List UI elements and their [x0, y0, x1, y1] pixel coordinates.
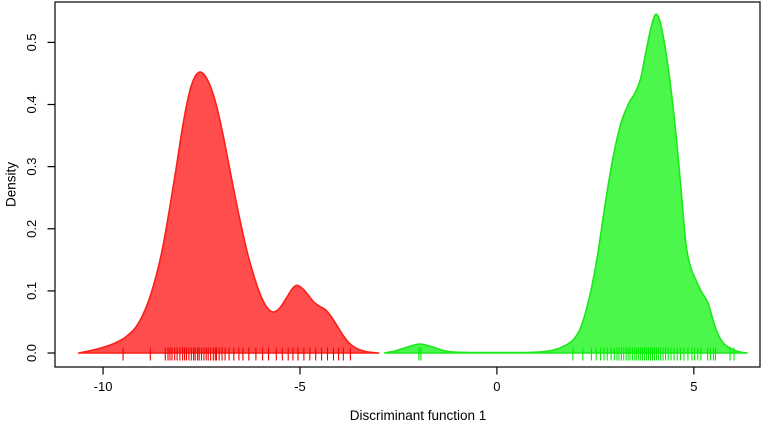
density-area-group-1-red: [77, 71, 380, 354]
y-axis-tick-label: 0.4: [24, 95, 39, 113]
x-axis-tick-label: 5: [690, 379, 697, 394]
rug-group-1-red: [122, 347, 351, 361]
y-axis-title: Density: [4, 162, 19, 207]
y-axis-tick-label: 0.1: [24, 282, 39, 300]
y-axis-tick-label: 0.0: [24, 344, 39, 362]
x-axis-tick-label: 0: [493, 379, 500, 394]
y-axis-tick-label: 0.3: [24, 158, 39, 176]
rug-group-2-green: [418, 347, 735, 361]
x-axis-tick-label: -10: [94, 379, 113, 394]
y-axis-tick-label: 0.5: [24, 33, 39, 51]
y-axis-tick-label: 0.2: [24, 220, 39, 238]
x-axis-title: Discriminant function 1: [350, 408, 487, 423]
plot-border: [54, 1, 761, 368]
density-area-group-2-green: [383, 13, 748, 354]
x-axis-tick-label: -5: [294, 379, 306, 394]
